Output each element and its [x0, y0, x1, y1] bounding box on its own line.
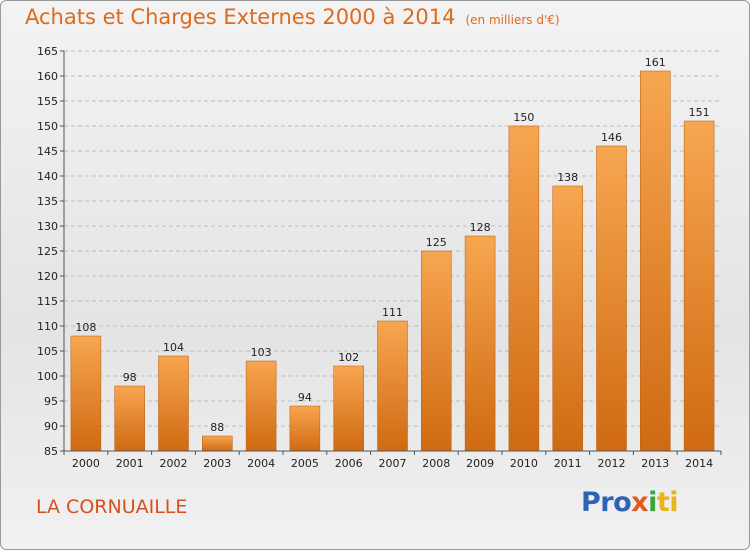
x-tick-label: 2010 — [510, 457, 538, 470]
x-tick-label: 2002 — [160, 457, 188, 470]
y-tick-label: 115 — [37, 295, 58, 308]
place-name: LA CORNUAILLE — [36, 496, 188, 518]
y-tick-label: 165 — [37, 45, 58, 58]
y-tick-label: 125 — [37, 245, 58, 258]
bar-value-label: 98 — [123, 371, 137, 384]
title-text: Achats et Charges Externes 2000 à 2014 — [25, 5, 456, 29]
bar-value-label: 94 — [298, 391, 312, 404]
bar-value-label: 150 — [513, 111, 534, 124]
bar-value-label: 161 — [645, 56, 666, 69]
bar — [114, 385, 145, 452]
y-tick-label: 140 — [37, 170, 58, 183]
y-tick-label: 85 — [44, 445, 58, 458]
x-tick-label: 2011 — [554, 457, 582, 470]
y-tick-label: 90 — [44, 420, 58, 433]
y-tick-label: 100 — [37, 370, 58, 383]
x-tick-label: 2014 — [685, 457, 713, 470]
bar — [245, 360, 277, 452]
bar-value-label: 138 — [557, 171, 578, 184]
bar-value-label: 111 — [382, 306, 403, 319]
bar-value-label: 128 — [470, 221, 491, 234]
bar-value-label: 103 — [251, 346, 272, 359]
bar-value-label: 125 — [426, 236, 447, 249]
bar — [640, 70, 671, 452]
bar-value-label: 108 — [75, 321, 96, 334]
y-tick-label: 120 — [37, 270, 58, 283]
x-tick-label: 2001 — [116, 457, 144, 470]
x-tick-label: 2005 — [291, 457, 319, 470]
y-tick-label: 130 — [37, 220, 58, 233]
y-tick-label: 150 — [37, 120, 58, 133]
bar — [70, 335, 102, 452]
x-tick-label: 2003 — [203, 457, 231, 470]
logo-part: x — [631, 487, 649, 518]
bar — [464, 235, 496, 452]
x-tick-label: 2013 — [641, 457, 669, 470]
x-tick-label: 2006 — [335, 457, 363, 470]
logo-part: i — [648, 487, 657, 518]
bar — [333, 365, 364, 452]
y-tick-label: 155 — [37, 95, 58, 108]
x-tick-label: 2000 — [72, 457, 100, 470]
x-axis: 2000 2001 2002 2003 2004 2005 2006 2007 2008 2009… — [63, 450, 722, 470]
x-tick-label: 2009 — [466, 457, 494, 470]
bar-value-label: 104 — [163, 341, 184, 354]
bar-value-label: 151 — [689, 106, 710, 119]
y-tick-label: 160 — [37, 70, 58, 83]
x-tick-label: 2012 — [598, 457, 626, 470]
bar — [596, 145, 627, 452]
y-axis: 85 90 95 100 105 110 115 120 125 130 135 140 145 150 1… — [37, 45, 65, 458]
bar — [377, 320, 408, 452]
bar-value-label: 102 — [338, 351, 359, 364]
y-tick-label: 145 — [37, 145, 58, 158]
chart-title: Achats et Charges Externes 2000 à 2014 (e… — [25, 5, 560, 29]
unit-label: (en milliers d'€) — [465, 13, 560, 27]
y-tick-label: 135 — [37, 195, 58, 208]
y-tick-label: 95 — [44, 395, 58, 408]
x-tick-label: 2004 — [247, 457, 275, 470]
x-tick-label: 2007 — [379, 457, 407, 470]
logo-part: ti — [656, 487, 679, 518]
bar — [289, 405, 321, 452]
bars: 108 98 104 88 103 94 102 111 125 128 150 138 146 161 1… — [70, 56, 715, 452]
bar — [552, 185, 583, 452]
bar — [158, 355, 189, 452]
proxiti-logo: Proxiti — [581, 487, 679, 518]
x-tick-label: 2008 — [422, 457, 450, 470]
bar — [202, 435, 233, 452]
bar-value-label: 146 — [601, 131, 622, 144]
bar-value-label: 88 — [210, 421, 224, 434]
bar — [421, 250, 452, 452]
bar — [683, 120, 715, 452]
y-tick-label: 110 — [37, 320, 58, 333]
bar — [508, 125, 540, 452]
logo-part: Pro — [581, 487, 632, 518]
y-tick-label: 105 — [37, 345, 58, 358]
